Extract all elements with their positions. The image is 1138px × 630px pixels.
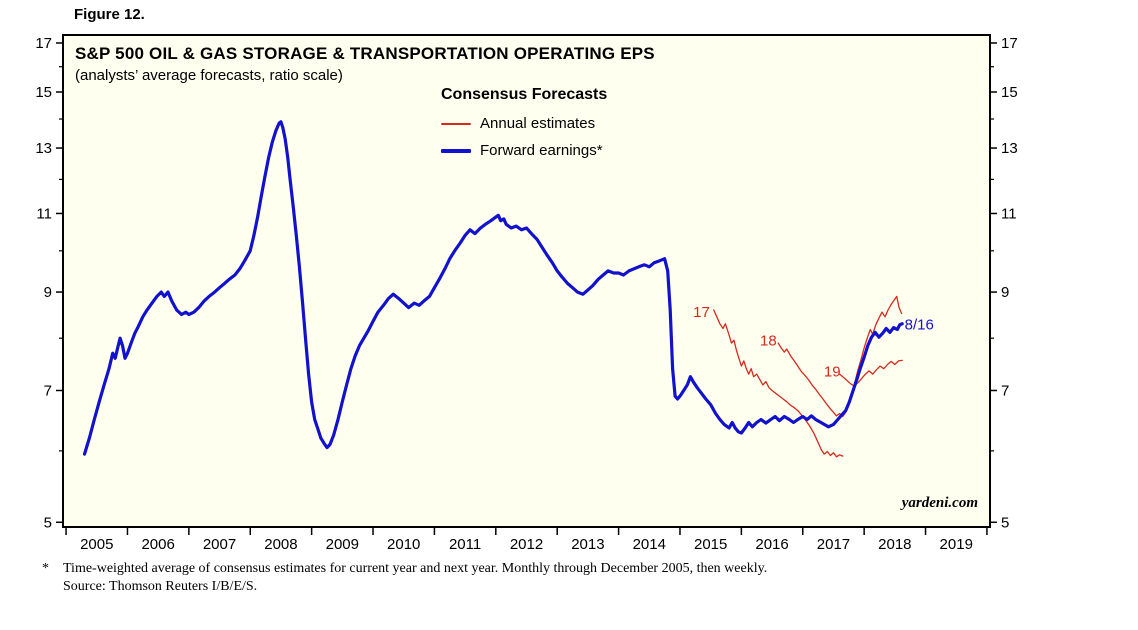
y-axis-label-left: 15 xyxy=(35,84,52,101)
y-axis-label-left: 9 xyxy=(44,284,52,301)
y-axis-label-left: 7 xyxy=(44,382,52,399)
series-line-forward-earnings xyxy=(82,120,904,456)
chart-subtitle: (analysts’ average forecasts, ratio scal… xyxy=(75,67,343,84)
plot-area xyxy=(62,34,991,528)
legend-label-forward-earnings: Forward earnings* xyxy=(480,142,603,159)
x-axis-label: 2019 xyxy=(940,536,973,553)
annotation-18: 18 xyxy=(760,333,777,350)
watermark: yardeni.com xyxy=(901,495,978,511)
legend-item-forward-earnings: Forward earnings* xyxy=(441,142,607,159)
x-axis-label: 2012 xyxy=(510,536,543,553)
y-axis-label-right: 17 xyxy=(1001,35,1018,52)
legend-label-annual-estimates: Annual estimates xyxy=(480,115,596,132)
x-axis-label: 2017 xyxy=(817,536,850,553)
series-line-estimate-2017 xyxy=(713,309,844,458)
figure-label: Figure 12. xyxy=(74,6,145,23)
x-axis-label: 2014 xyxy=(633,536,666,553)
y-axis-label-right: 9 xyxy=(1001,284,1009,301)
x-axis-label: 2013 xyxy=(571,536,604,553)
annual-estimates-line-sample xyxy=(441,122,471,125)
x-axis-label: 2015 xyxy=(694,536,727,553)
y-axis-label-left: 11 xyxy=(36,205,52,222)
x-axis-label: 2007 xyxy=(203,536,236,553)
x-axis-label: 2010 xyxy=(387,536,420,553)
x-axis-label: 2009 xyxy=(326,536,359,553)
footnote-line1: Time-weighted average of consensus estim… xyxy=(63,561,768,576)
y-axis-label-right: 13 xyxy=(1001,140,1018,157)
y-axis-label-right: 5 xyxy=(1001,514,1009,531)
x-axis-label: 2018 xyxy=(878,536,911,553)
y-axis-label-right: 7 xyxy=(1001,382,1009,399)
legend: Consensus Forecasts Annual estimates For… xyxy=(441,86,607,169)
y-axis-label-left: 5 xyxy=(44,514,52,531)
legend-title: Consensus Forecasts xyxy=(441,86,608,103)
annotation-8-16: 8/16 xyxy=(905,317,934,334)
x-axis-label: 2006 xyxy=(141,536,174,553)
x-axis-label: 2011 xyxy=(449,536,481,553)
x-axis-label: 2008 xyxy=(264,536,297,553)
y-axis-label-right: 15 xyxy=(1001,84,1018,101)
annotation-19: 19 xyxy=(824,363,841,380)
y-axis-label-right: 11 xyxy=(1001,205,1017,222)
annotation-17: 17 xyxy=(693,304,710,321)
legend-item-annual-estimates: Annual estimates xyxy=(441,115,607,132)
footnote-line2: Source: Thomson Reuters I/B/E/S. xyxy=(63,579,258,594)
footnote-text: Time-weighted average of consensus estim… xyxy=(63,560,767,596)
forward-earnings-line-sample xyxy=(441,148,471,153)
x-axis-label: 2016 xyxy=(755,536,788,553)
y-axis-label-left: 17 xyxy=(35,35,52,52)
series-line-estimate-2019 xyxy=(838,359,903,387)
y-axis-label-left: 13 xyxy=(35,140,52,157)
chart-title: S&P 500 OIL & GAS STORAGE & TRANSPORTATI… xyxy=(75,44,655,63)
footnote-marker: * xyxy=(42,561,49,576)
footnote: * Time-weighted average of consensus est… xyxy=(42,560,767,596)
x-axis-label: 2005 xyxy=(80,536,113,553)
